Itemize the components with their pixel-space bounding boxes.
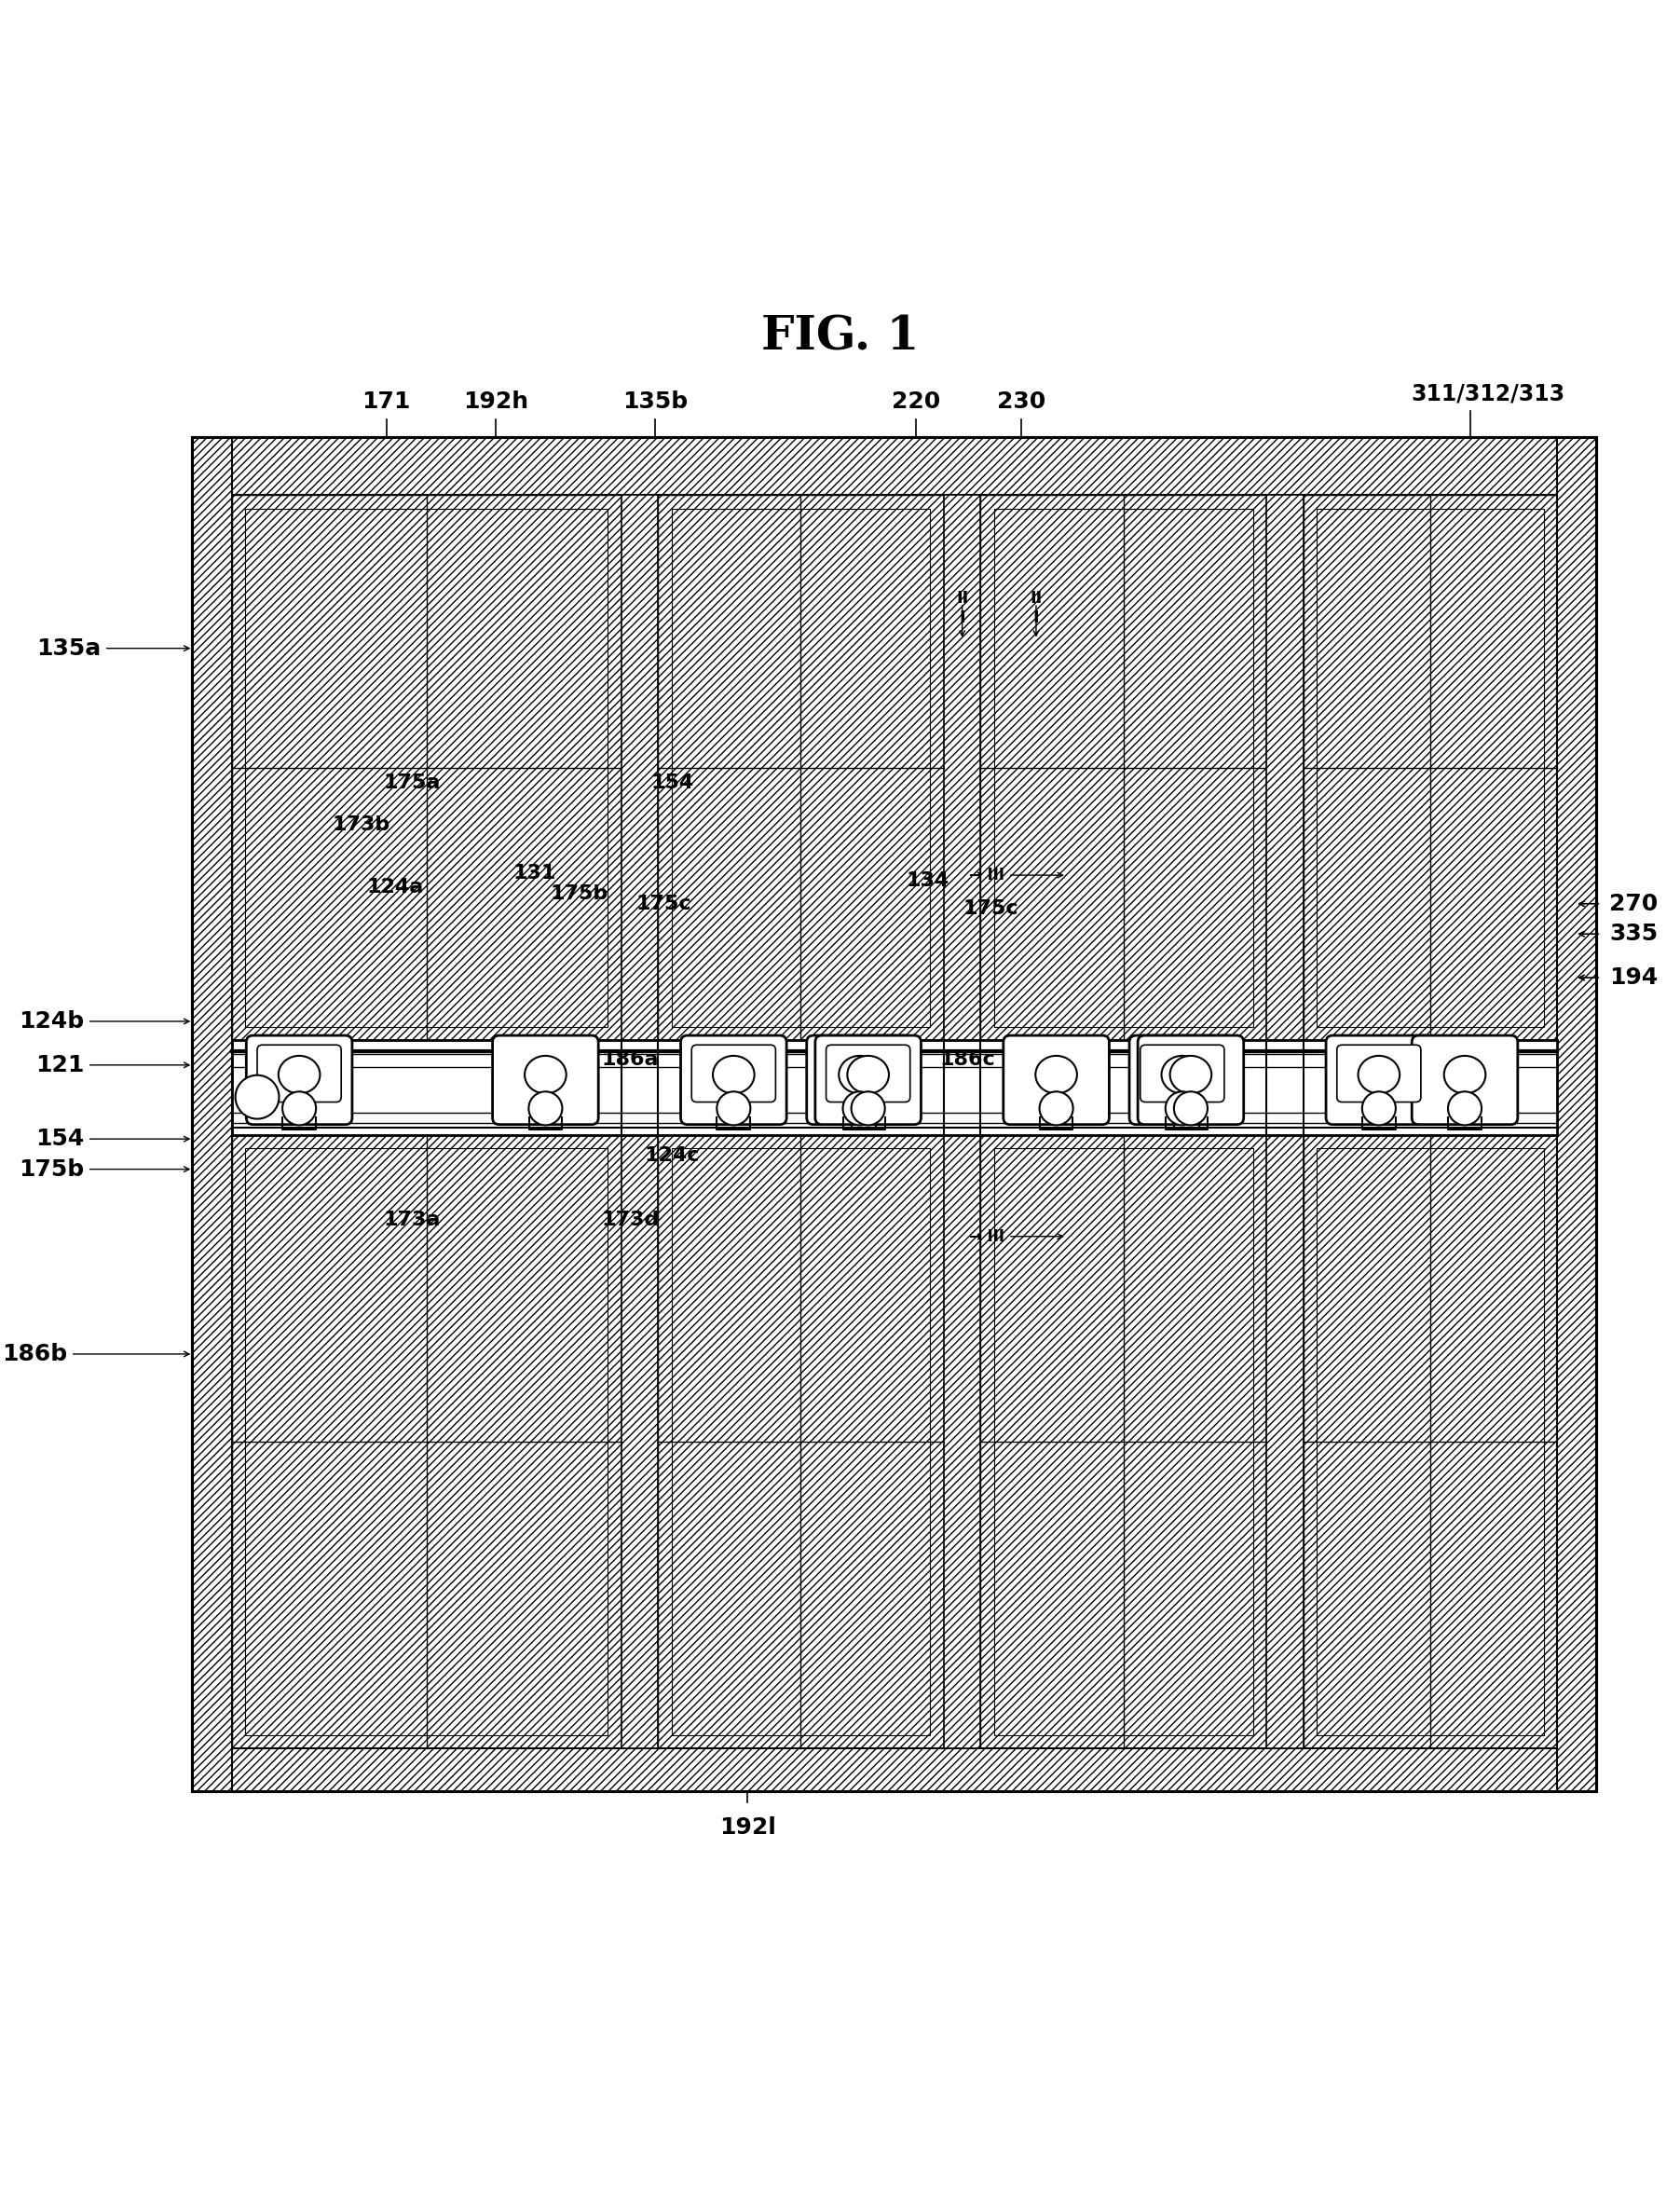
Text: 192l: 192l xyxy=(719,1816,776,1838)
Circle shape xyxy=(1448,1091,1482,1126)
Text: 124c: 124c xyxy=(643,1146,701,1166)
Bar xyxy=(1267,496,1304,1748)
Circle shape xyxy=(1362,1091,1396,1126)
Ellipse shape xyxy=(279,1056,319,1093)
Text: 192h: 192h xyxy=(464,390,528,412)
Ellipse shape xyxy=(1169,1056,1211,1093)
Text: 173d: 173d xyxy=(601,1210,659,1230)
Bar xyxy=(981,496,1267,1040)
FancyBboxPatch shape xyxy=(247,1036,353,1124)
FancyBboxPatch shape xyxy=(492,1036,598,1124)
Bar xyxy=(1304,1135,1557,1748)
Ellipse shape xyxy=(1357,1056,1399,1093)
Text: 154: 154 xyxy=(650,774,694,791)
FancyBboxPatch shape xyxy=(1337,1045,1421,1102)
Text: I: I xyxy=(1033,611,1040,626)
Circle shape xyxy=(1166,1091,1200,1126)
Text: 220: 220 xyxy=(892,390,939,412)
Circle shape xyxy=(717,1091,751,1126)
Bar xyxy=(245,1148,608,1735)
Circle shape xyxy=(282,1091,316,1126)
FancyBboxPatch shape xyxy=(680,1036,786,1124)
Text: I: I xyxy=(959,611,966,626)
FancyBboxPatch shape xyxy=(1003,1036,1109,1124)
Text: 194: 194 xyxy=(1609,968,1658,990)
Circle shape xyxy=(852,1091,885,1126)
Text: 135b: 135b xyxy=(623,390,687,412)
FancyBboxPatch shape xyxy=(1326,1036,1431,1124)
FancyBboxPatch shape xyxy=(815,1036,921,1124)
Text: II: II xyxy=(1030,588,1042,606)
Bar xyxy=(995,1148,1253,1735)
Text: 270: 270 xyxy=(1609,893,1658,915)
Text: II: II xyxy=(956,588,968,606)
FancyBboxPatch shape xyxy=(1129,1036,1235,1124)
Text: 124a: 124a xyxy=(366,877,423,897)
Bar xyxy=(659,496,944,1040)
Text: 175b: 175b xyxy=(18,1157,84,1181)
Bar xyxy=(944,496,981,1748)
Bar xyxy=(1317,509,1544,1027)
Bar xyxy=(193,439,1596,1792)
Bar xyxy=(672,1148,931,1735)
FancyBboxPatch shape xyxy=(806,1036,912,1124)
Bar xyxy=(622,496,659,1748)
FancyBboxPatch shape xyxy=(1411,1036,1517,1124)
Bar xyxy=(193,439,232,1792)
Text: 175b: 175b xyxy=(551,884,608,904)
Bar xyxy=(672,509,931,1027)
Circle shape xyxy=(1174,1091,1208,1126)
Text: 175c: 175c xyxy=(635,895,692,912)
FancyBboxPatch shape xyxy=(827,1045,911,1102)
Text: 134: 134 xyxy=(906,871,949,890)
Text: 230: 230 xyxy=(998,390,1045,412)
Bar xyxy=(1304,496,1557,1040)
Bar xyxy=(232,1135,622,1748)
Bar xyxy=(981,1135,1267,1748)
Bar xyxy=(232,1040,1557,1135)
Text: 121: 121 xyxy=(35,1054,84,1076)
Text: 311/312/313: 311/312/313 xyxy=(1411,381,1566,406)
Text: 124b: 124b xyxy=(18,1009,84,1031)
Ellipse shape xyxy=(838,1056,880,1093)
Text: 135a: 135a xyxy=(37,637,101,659)
FancyBboxPatch shape xyxy=(1141,1045,1225,1102)
Text: 335: 335 xyxy=(1609,923,1658,946)
Text: 131: 131 xyxy=(512,864,556,884)
Ellipse shape xyxy=(712,1056,754,1093)
Bar xyxy=(232,496,622,1040)
Bar xyxy=(1557,439,1596,1792)
Bar xyxy=(245,509,608,1027)
Text: 186c: 186c xyxy=(939,1051,996,1069)
Ellipse shape xyxy=(524,1056,566,1093)
Text: 154: 154 xyxy=(35,1128,84,1150)
Bar xyxy=(193,1748,1596,1792)
Text: 171: 171 xyxy=(361,390,412,412)
Text: 173b: 173b xyxy=(333,815,390,833)
Text: 186a: 186a xyxy=(601,1051,659,1069)
Circle shape xyxy=(1040,1091,1074,1126)
Circle shape xyxy=(529,1091,563,1126)
FancyBboxPatch shape xyxy=(1137,1036,1243,1124)
Text: 173a: 173a xyxy=(383,1210,440,1230)
Ellipse shape xyxy=(1035,1056,1077,1093)
Bar xyxy=(193,439,1596,496)
Ellipse shape xyxy=(1445,1056,1485,1093)
Circle shape xyxy=(235,1076,279,1120)
Bar xyxy=(659,1135,944,1748)
Text: → III: → III xyxy=(969,866,1005,884)
Text: 186b: 186b xyxy=(2,1342,67,1364)
Ellipse shape xyxy=(847,1056,889,1093)
Circle shape xyxy=(843,1091,877,1126)
Text: FIG. 1: FIG. 1 xyxy=(761,315,919,359)
Text: 175c: 175c xyxy=(963,899,1020,919)
FancyBboxPatch shape xyxy=(692,1045,776,1102)
FancyBboxPatch shape xyxy=(257,1045,341,1102)
Ellipse shape xyxy=(1161,1056,1203,1093)
Text: 175a: 175a xyxy=(383,774,440,791)
Text: → III: → III xyxy=(969,1228,1005,1245)
Bar xyxy=(1317,1148,1544,1735)
Bar xyxy=(995,509,1253,1027)
